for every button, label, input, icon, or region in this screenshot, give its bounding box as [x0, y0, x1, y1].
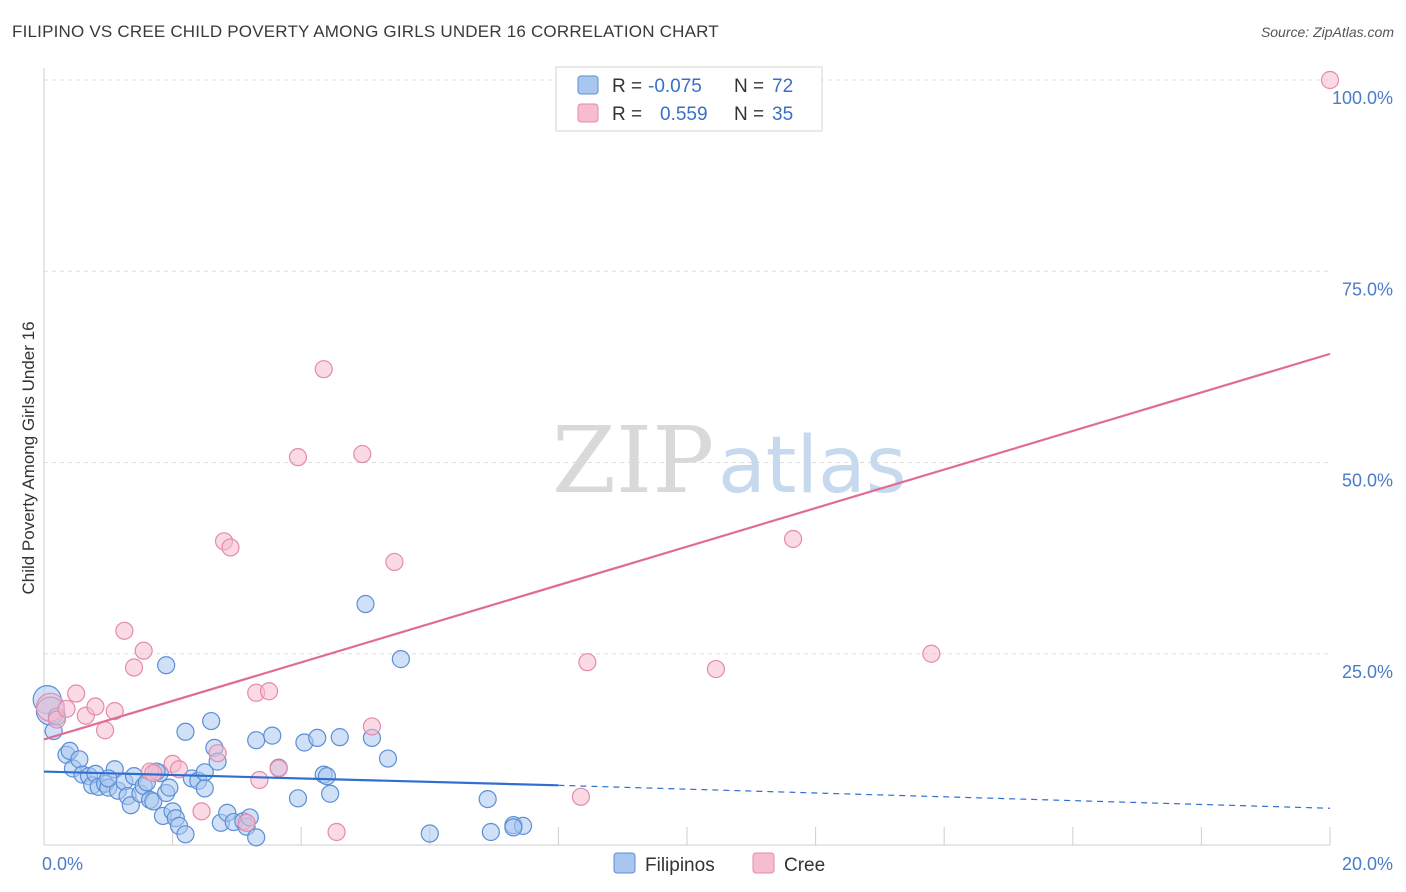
y-tick-label-3: 25.0%: [1342, 662, 1393, 682]
cree-point-5: [86, 697, 105, 716]
filipino-point-63: [378, 749, 398, 768]
filipino-point-36: [176, 722, 195, 741]
bottom-legend-label-cree: Cree: [784, 855, 825, 876]
cree-point-24: [288, 448, 308, 467]
source-credit: Source: ZipAtlas.com: [1260, 24, 1394, 40]
legend-box: [555, 66, 823, 132]
legend-r-value-cree: 0.559: [660, 104, 708, 125]
x-tick-labels: 0.0% 20.0%: [42, 854, 1393, 874]
bottom-legend-swatch-cree: [752, 852, 775, 874]
filipino-point-60: [330, 728, 349, 747]
legend-swatch-cree: [577, 103, 599, 123]
watermark-zip: ZIP: [552, 407, 714, 514]
cree-point-3: [67, 684, 86, 703]
cree-point-27: [353, 444, 372, 464]
legend-r-value-filipinos: -0.075: [648, 76, 702, 97]
cree-point-29: [385, 552, 404, 572]
gridlines: [44, 79, 1330, 655]
trendline-filipinos-solid: [43, 770, 559, 787]
cree-point-33: [783, 529, 803, 549]
legend-n-value-cree: 35: [772, 104, 793, 125]
filipino-point-67: [481, 822, 500, 842]
series-legend: Filipinos Cree: [613, 852, 825, 876]
correlation-legend: R = -0.075 N = 72 R = 0.559 N = 35: [555, 66, 823, 132]
filipino-point-56: [308, 728, 327, 748]
filipino-point-52: [263, 726, 282, 745]
cree-point-31: [578, 653, 597, 672]
filipino-point-30: [157, 656, 176, 675]
cree-point-8: [115, 621, 134, 640]
filipino-point-59: [321, 784, 340, 803]
trendline-cree: [43, 352, 1331, 741]
cree-point-32: [706, 659, 726, 679]
cree-point-28: [362, 717, 382, 736]
cree-point-23: [269, 759, 288, 778]
cree-point-19: [237, 813, 256, 832]
legend-r-label-cree: R =: [612, 104, 642, 125]
cree-point-25: [314, 360, 333, 379]
y-tick-label-0: 100.0%: [1332, 88, 1393, 108]
cree-point-15: [192, 802, 211, 821]
cree-point-22: [259, 682, 279, 701]
watermark-atlas: atlas: [718, 421, 907, 511]
filipino-point-50: [247, 828, 266, 847]
cree-point-30: [571, 787, 591, 806]
legend-swatch-filipinos: [577, 75, 599, 95]
x-tick-label-1: 20.0%: [1342, 854, 1393, 874]
legend-r-label-filipinos: R =: [612, 76, 642, 97]
filipino-point-25: [144, 792, 163, 811]
filipino-point-66: [478, 789, 497, 809]
cree-point-16: [208, 744, 227, 763]
cree-point-26: [327, 822, 346, 842]
y-tick-labels: 100.0% 75.0% 50.0% 25.0%: [1332, 88, 1393, 682]
legend-n-label-filipinos: N =: [734, 76, 764, 97]
filipino-point-51: [247, 731, 266, 750]
legend-n-value-filipinos: 72: [772, 76, 793, 97]
filipino-point-70: [504, 818, 523, 837]
watermark: ZIP atlas: [552, 407, 907, 514]
y-axis-label: Child Poverty Among Girls Under 16: [19, 321, 38, 594]
cree-point-18: [221, 538, 240, 557]
filipino-point-40: [195, 779, 214, 798]
filipino-point-54: [288, 789, 308, 808]
filipino-point-61: [356, 594, 375, 614]
trendline-filipinos-dashed: [558, 784, 1331, 809]
cree-point-2: [57, 699, 76, 718]
y-tick-label-2: 50.0%: [1342, 471, 1393, 491]
y-tick-label-1: 75.0%: [1342, 279, 1393, 299]
cree-point-10: [134, 641, 153, 660]
cree-point-9: [124, 658, 144, 677]
filipino-point-35: [176, 825, 195, 844]
cree-point-6: [95, 721, 115, 740]
cree-point-35: [1320, 70, 1340, 90]
cree-point-12: [144, 763, 163, 783]
trendlines: [43, 352, 1331, 809]
cree-point-14: [169, 760, 189, 779]
filipino-point-31: [160, 778, 179, 797]
chart-title: FILIPINO VS CREE CHILD POVERTY AMONG GIR…: [12, 22, 719, 41]
bottom-legend-label-filipinos: Filipinos: [645, 855, 715, 876]
cree-point-7: [105, 702, 124, 721]
cree-point-21: [250, 770, 269, 790]
x-tick-label-0: 0.0%: [42, 854, 83, 874]
cree-point-34: [922, 644, 941, 663]
bottom-legend-swatch-filipinos: [613, 852, 636, 874]
filipino-point-58: [317, 767, 337, 786]
filipino-point-41: [202, 711, 221, 731]
legend-n-label-cree: N =: [734, 104, 764, 125]
filipino-point-64: [391, 650, 410, 669]
filipino-point-7: [70, 750, 89, 769]
filipino-point-65: [420, 824, 439, 843]
